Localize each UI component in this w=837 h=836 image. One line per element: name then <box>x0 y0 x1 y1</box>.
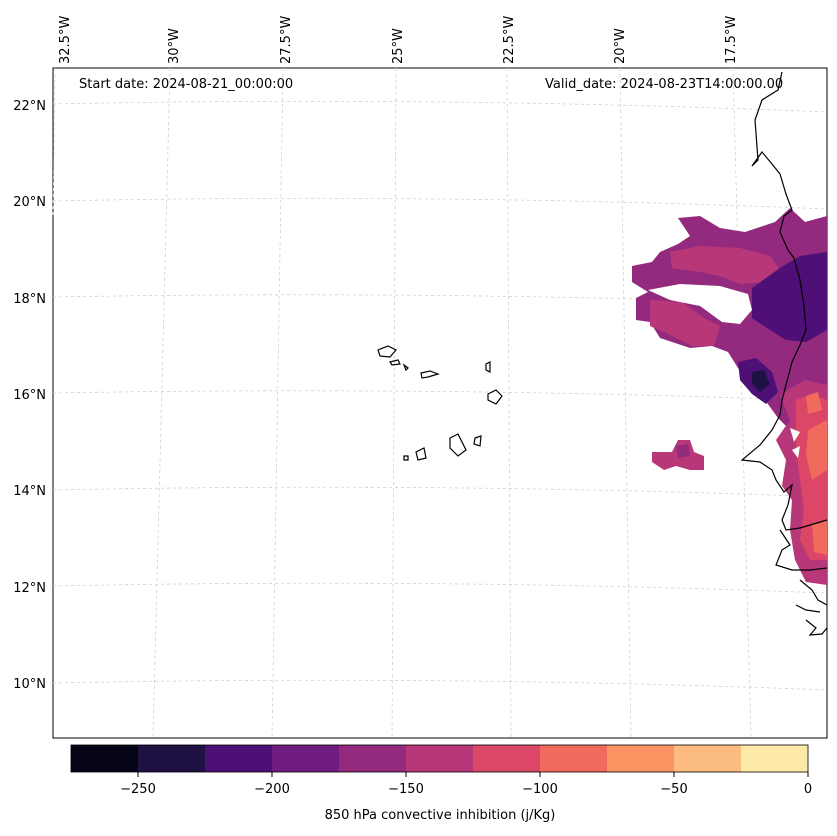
gridline-lon-30 <box>152 67 171 739</box>
lon-label: 25°W <box>391 28 406 64</box>
cape-verde-island-10 <box>403 455 409 461</box>
cape-verde-island-2 <box>389 359 401 366</box>
cin-clear-hole <box>648 284 752 324</box>
gridline-lat-16 <box>52 390 828 402</box>
colorbar-tick-label: −50 <box>660 782 687 797</box>
coastlines <box>377 71 828 636</box>
lat-label: 16°N <box>13 388 46 403</box>
lat-labels: 22°N 20°N 18°N 16°N 14°N 12°N 10°N <box>13 99 46 692</box>
colorbar-border <box>70 744 809 773</box>
cape-verde-island-4 <box>420 370 440 379</box>
cin-region-strong <box>752 252 827 342</box>
colorbar-swatch <box>339 745 406 772</box>
map-frame <box>52 67 828 739</box>
lat-label: 20°N <box>13 195 46 210</box>
colorbar <box>70 744 809 773</box>
gridline-lat-18 <box>52 294 828 306</box>
colorbar-tick-label: −250 <box>120 782 156 797</box>
colorbar-swatch <box>607 745 674 772</box>
lat-label: 10°N <box>13 677 46 692</box>
colorbar-tick-label: −100 <box>522 782 558 797</box>
cape-verde-island-3 <box>402 363 409 372</box>
gridline-lat-22 <box>52 100 828 113</box>
gridline-lat-14 <box>52 486 828 498</box>
colorbar-swatch <box>674 745 741 772</box>
valid-date-label: Valid_date: 2024-08-23T14:00:00.00 <box>545 77 784 92</box>
gridline-lat-12 <box>52 582 828 594</box>
gridline-lon-20 <box>619 67 632 739</box>
lon-label: 22.5°W <box>502 16 517 64</box>
cin-region-south-island-core <box>676 444 690 458</box>
cape-verde-island-5 <box>485 361 491 373</box>
colorbar-swatch <box>205 745 272 772</box>
lat-label: 14°N <box>13 484 46 499</box>
gridline-lat-20 <box>52 197 828 210</box>
colorbar-tick-label: −150 <box>388 782 424 797</box>
cin-clear-spot-2 <box>792 446 800 458</box>
cin-region-mid-core <box>650 300 720 346</box>
colorbar-swatch <box>741 745 808 772</box>
cin-region-north-core <box>670 246 780 284</box>
colorbar-swatch <box>540 745 607 772</box>
colorbar-ticks: −250 −200 −150 −100 −50 0 <box>120 772 812 797</box>
lat-label: 18°N <box>13 292 46 307</box>
gridline-lon-25 <box>391 67 397 739</box>
cin-region-strongest <box>752 370 770 392</box>
cin-region-coast-peak-2 <box>812 520 827 555</box>
africa-coastline <box>740 71 828 636</box>
cin-contours <box>632 208 827 585</box>
colorbar-tick-label: 0 <box>804 782 812 797</box>
colorbar-swatch <box>473 745 540 772</box>
lon-label: 30°W <box>167 28 182 64</box>
colorbar-swatch <box>272 745 339 772</box>
lon-labels: 32.5°W 30°W 27.5°W 25°W 22.5°W 20°W 17.5… <box>58 16 739 64</box>
gridline-lon-27-5 <box>271 67 284 739</box>
gridline-lon-22-5 <box>506 67 512 739</box>
gridlines <box>52 67 828 739</box>
colorbar-tick-label: −200 <box>254 782 290 797</box>
cape-verde-island-1 <box>377 345 397 358</box>
start-date-label: Start date: 2024-08-21_00:00:00 <box>79 77 294 92</box>
lon-label: 27.5°W <box>279 16 294 64</box>
lat-label: 22°N <box>13 99 46 114</box>
cin-region-coast-peak <box>806 420 827 480</box>
cin-region-coast-peak-3 <box>806 392 822 414</box>
colorbar-swatch <box>71 745 138 772</box>
cape-verde-island-6 <box>487 389 503 405</box>
cape-verde-island-9 <box>415 447 427 461</box>
gridline-lon-32-5 <box>52 67 56 216</box>
cape-verde-island-8 <box>473 435 482 447</box>
gridline-lon-17-5 <box>732 67 752 739</box>
cape-verde-island-7 <box>449 433 467 457</box>
colorbar-swatch <box>138 745 205 772</box>
colorbar-label: 850 hPa convective inhibition (j/Kg) <box>324 808 556 823</box>
lon-label: 20°W <box>613 28 628 64</box>
cin-clear-spot-1 <box>790 428 800 442</box>
lat-label: 12°N <box>13 581 46 596</box>
colorbar-swatch <box>406 745 473 772</box>
lon-label: 32.5°W <box>58 16 73 64</box>
gridline-lat-10 <box>52 679 828 691</box>
lon-label: 17.5°W <box>724 16 739 64</box>
